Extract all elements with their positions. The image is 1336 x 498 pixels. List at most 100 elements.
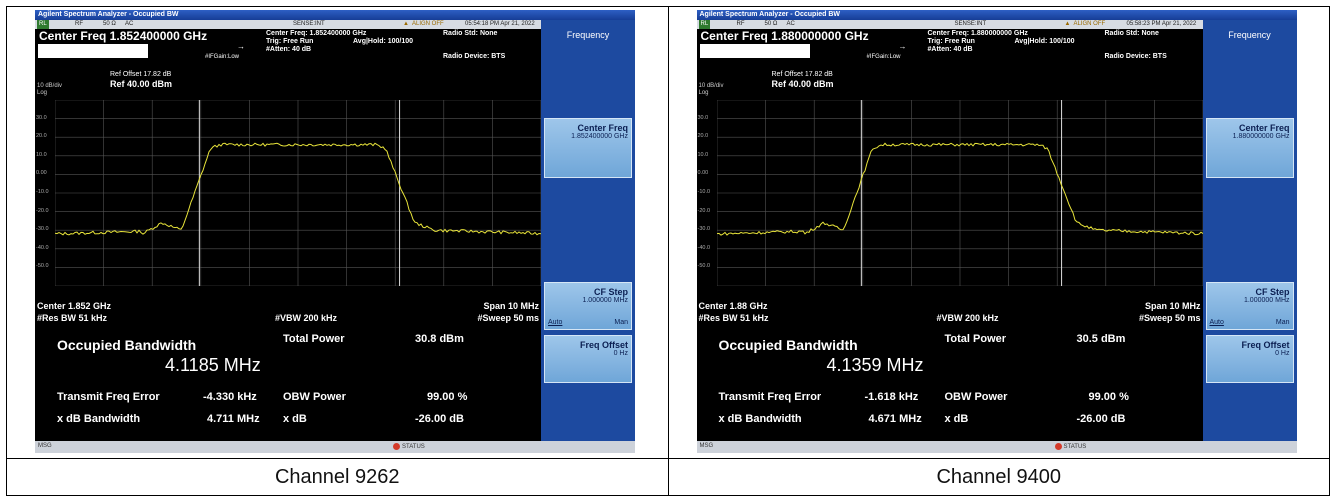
vbw: #VBW 200 kHz — [936, 313, 999, 323]
screenshot-cell-1: Agilent Spectrum Analyzer - Occupied BW … — [6, 6, 669, 459]
center-freq-setting: Center Freq: 1.880000000 GHz — [927, 30, 1028, 37]
settings-header: Center Freq 1.852400000 GHz Center Freq:… — [35, 29, 541, 69]
cf-step-softkey[interactable]: CF Step 1.000000 MHz Auto Man — [544, 282, 632, 330]
spectrum-trace — [55, 142, 541, 236]
message-bar: MSG STATUS — [35, 441, 635, 453]
obw-value: 4.1185 MHz — [165, 355, 261, 375]
freq-offset-label: Freq Offset — [579, 340, 628, 350]
status-icon — [1054, 443, 1062, 450]
obw-power-label: OBW Power — [283, 391, 346, 403]
freq-offset-softkey[interactable]: Freq Offset 0 Hz — [544, 335, 632, 383]
y-tick-label: -30.0 — [697, 226, 711, 233]
app-title: Agilent Spectrum Analyzer - Occupied BW — [699, 11, 841, 18]
auto-option[interactable]: Auto — [1209, 319, 1224, 326]
tfe-value: -4.330 kHz — [203, 391, 257, 403]
center-freq-softkey-label: Center Freq — [577, 123, 628, 133]
instrument-status-row: RL RF 50 Ω AC SENSE:INT ▲ ALIGN OFF 05:5… — [696, 20, 1203, 29]
trigger-setting: Trig: Free Run — [927, 38, 975, 45]
window-title: Agilent Spectrum Analyzer - Occupied BW — [696, 10, 1297, 20]
timestamp: 05:54:18 PM Apr 21, 2022 — [465, 21, 535, 27]
atten-setting: #Atten: 40 dB — [266, 46, 312, 53]
rf-label: RF — [736, 21, 745, 27]
impedance-label: 50 Ω — [764, 21, 778, 27]
span: Span 10 MHz — [1144, 301, 1201, 311]
center-freq-softkey[interactable]: Center Freq 1.852400000 GHz — [544, 118, 632, 178]
rf-label: RF — [75, 21, 83, 27]
align-warning-icon: ▲ — [403, 21, 409, 27]
message-bar: MSG STATUS — [696, 441, 1297, 453]
tfe-label: Transmit Freq Error — [57, 391, 160, 403]
y-tick-label: 30.0 — [36, 114, 47, 121]
settings-header: Center Freq 1.880000000 GHz Center Freq:… — [696, 29, 1203, 69]
status-button[interactable]: STATUS — [1054, 443, 1087, 451]
y-tick-label: -20.0 — [697, 207, 711, 214]
obw-value: 4.1359 MHz — [826, 355, 924, 375]
ref-offset: Ref Offset 17.82 dB — [771, 71, 833, 78]
obw-label: Occupied Bandwidth — [718, 337, 858, 353]
menu-title: Frequency — [1228, 30, 1271, 40]
rl-badge: RL — [37, 20, 49, 29]
total-power-label: Total Power — [944, 333, 1007, 345]
xdb-bw-label: x dB Bandwidth — [57, 413, 141, 425]
ifgain-setting: #IFGain:Low — [866, 54, 901, 60]
log-label: Log — [698, 90, 709, 96]
xdb-label: x dB — [283, 413, 307, 425]
radio-device: Radio Device: BTS — [443, 53, 506, 60]
vbw: #VBW 200 kHz — [275, 313, 338, 323]
center-freq-softkey[interactable]: Center Freq 1.880000000 GHz — [1205, 118, 1294, 178]
cf-step-softkey[interactable]: CF Step 1.000000 MHz Auto Man — [1205, 282, 1294, 330]
caption-channel-1: Channel 9262 — [6, 458, 669, 496]
menu-title: Frequency — [566, 30, 610, 40]
y-tick-label: -30.0 — [36, 226, 49, 233]
y-tick-label: 10.0 — [36, 151, 47, 158]
y-tick-label: -10.0 — [36, 189, 49, 195]
res-bw: #Res BW 51 kHz — [698, 313, 769, 323]
sense-label: SENSE:INT — [293, 21, 325, 27]
freq-offset-softkey[interactable]: Freq Offset 0 Hz — [1205, 335, 1294, 383]
xdb-label: x dB — [944, 413, 969, 425]
y-tick-label: -10.0 — [697, 189, 711, 195]
man-option[interactable]: Man — [614, 319, 628, 326]
status-label: STATUS — [402, 444, 425, 451]
y-tick-label: 20.0 — [36, 133, 47, 140]
center-freq-softkey-label: Center Freq — [1238, 123, 1290, 133]
status-button[interactable]: STATUS — [393, 443, 425, 450]
cf-step-value: 1.000000 MHz — [582, 297, 628, 304]
center-freq-softkey-value: 1.852400000 GHz — [571, 133, 628, 140]
man-option[interactable]: Man — [1275, 319, 1290, 326]
align-label: ALIGN OFF — [412, 21, 444, 27]
scale-label: 10 dB/div — [37, 83, 63, 89]
entry-box — [699, 44, 810, 58]
center-freq-setting: Center Freq: 1.852400000 GHz — [266, 30, 367, 37]
center-freq-title[interactable]: Center Freq 1.852400000 GHz — [39, 29, 208, 43]
freq-offset-label: Freq Offset — [1241, 340, 1290, 350]
status-label: STATUS — [1063, 444, 1087, 451]
total-power-value: 30.5 dBm — [1076, 333, 1126, 345]
scale-label: 10 dB/div — [698, 83, 724, 89]
ref-level: Ref 40.00 dBm — [771, 79, 834, 89]
y-tick-label: -20.0 — [36, 207, 49, 214]
tfe-label: Transmit Freq Error — [718, 391, 822, 403]
spectrum-analyzer-window-1: Agilent Spectrum Analyzer - Occupied BW … — [35, 10, 635, 453]
avg-hold-setting: Avg|Hold: 100/100 — [1014, 38, 1075, 45]
y-tick-label: 10.0 — [697, 151, 709, 158]
measurement-panel: Occupied Bandwidth 4.1359 MHz Total Powe… — [696, 327, 1203, 441]
app-title: Agilent Spectrum Analyzer - Occupied BW — [38, 11, 179, 18]
atten-setting: #Atten: 40 dB — [927, 46, 973, 53]
status-icon — [393, 443, 400, 450]
ifgain-setting: #IFGain:Low — [205, 54, 240, 60]
avg-hold-setting: Avg|Hold: 100/100 — [353, 38, 414, 45]
obw-power-value: 99.00 % — [427, 391, 468, 403]
radio-std: Radio Std: None — [443, 30, 498, 37]
center-freq-title[interactable]: Center Freq 1.880000000 GHz — [700, 29, 869, 43]
sweep: #Sweep 50 ms — [1138, 313, 1201, 323]
radio-std: Radio Std: None — [1104, 30, 1159, 37]
auto-option[interactable]: Auto — [548, 319, 563, 326]
measurement-panel: Occupied Bandwidth 4.1185 MHz Total Powe… — [35, 327, 541, 441]
sense-label: SENSE:INT — [954, 21, 987, 27]
coupling-label: AC — [125, 21, 134, 27]
entry-box — [38, 44, 148, 58]
y-tick-label: -40.0 — [36, 244, 49, 251]
xdb-value: -26.00 dB — [1076, 413, 1126, 425]
instrument-status-row: RL RF 50 Ω AC SENSE:INT ▲ ALIGN OFF 05:5… — [35, 20, 541, 29]
